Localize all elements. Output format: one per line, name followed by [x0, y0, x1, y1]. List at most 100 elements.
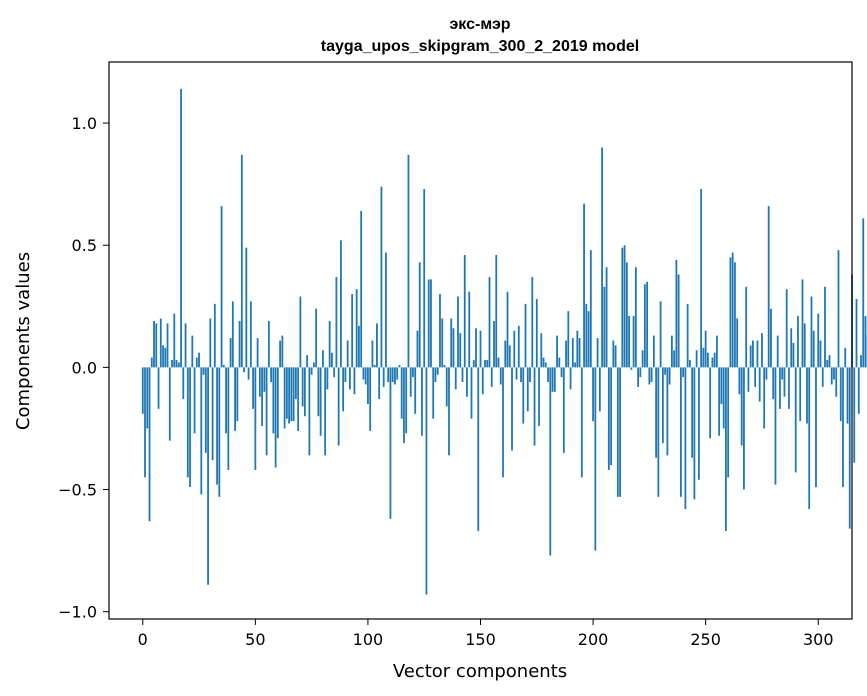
- bar-147: [472, 360, 475, 368]
- bar-198: [587, 311, 590, 368]
- bar-82: [326, 367, 329, 390]
- bar-97: [360, 211, 363, 368]
- bar-279: [770, 308, 772, 368]
- bar-277: [765, 367, 768, 380]
- bar-27: [202, 367, 205, 375]
- bar-311: [842, 367, 844, 488]
- bar-140: [457, 296, 459, 368]
- bar-212: [619, 367, 621, 497]
- bar-52: [258, 367, 261, 397]
- bar-165: [513, 330, 516, 368]
- bar-74: [308, 367, 311, 456]
- bar-40: [231, 301, 234, 368]
- bar-207: [607, 367, 610, 470]
- bar-162: [506, 291, 509, 368]
- bar-177: [540, 333, 543, 368]
- bar-137: [450, 318, 453, 368]
- bar-307: [833, 367, 835, 380]
- bar-268: [745, 286, 748, 368]
- bar-93: [351, 294, 354, 368]
- bar-158: [497, 357, 500, 368]
- bar-59: [274, 367, 277, 468]
- bar-182: [551, 367, 554, 392]
- bar-291: [797, 316, 799, 368]
- bar-37: [225, 367, 227, 434]
- bar-121: [414, 367, 417, 414]
- bar-259: [725, 367, 727, 532]
- bar-90: [344, 367, 347, 383]
- bar-24: [195, 357, 198, 368]
- y-axis-ticks: −1.0 −0.5 0.0 0.5 1.0: [58, 114, 109, 622]
- bar-175: [535, 298, 538, 368]
- y-axis-label: Components values: [13, 252, 34, 430]
- bar-136: [448, 367, 450, 456]
- bar-232: [664, 367, 667, 375]
- bar-321: [864, 316, 867, 368]
- bar-131: [436, 367, 439, 375]
- bar-217: [630, 367, 633, 370]
- bar-38: [227, 367, 230, 470]
- bar-113: [396, 367, 399, 380]
- bar-250: [704, 330, 707, 368]
- bar-176: [538, 367, 540, 426]
- bar-99: [364, 367, 367, 385]
- bar-215: [625, 262, 628, 368]
- bar-278: [767, 206, 770, 368]
- bar-272: [754, 367, 757, 387]
- bar-181: [549, 367, 552, 556]
- bar-70: [299, 296, 302, 368]
- bar-145: [468, 291, 471, 368]
- bar-287: [788, 367, 790, 409]
- bar-107: [382, 367, 385, 387]
- bar-16: [177, 362, 180, 368]
- bar-228: [655, 367, 658, 458]
- bar-96: [358, 325, 360, 368]
- bar-44: [240, 154, 243, 368]
- bar-166: [515, 367, 518, 380]
- bar-213: [621, 247, 624, 368]
- bar-180: [547, 367, 549, 383]
- bar-266: [740, 367, 743, 446]
- bar-84: [331, 352, 333, 368]
- bar-3: [148, 367, 151, 522]
- bar-179: [544, 362, 547, 368]
- bar-14: [173, 313, 176, 368]
- bar-101: [369, 367, 372, 431]
- bar-106: [380, 186, 383, 368]
- y-tick-label: 0.5: [72, 236, 97, 255]
- bar-294: [803, 323, 806, 368]
- bar-167: [517, 325, 520, 368]
- bar-210: [614, 345, 617, 368]
- bar-295: [806, 367, 808, 424]
- bar-192: [574, 362, 576, 368]
- bar-75: [310, 367, 313, 375]
- bar-184: [556, 335, 558, 368]
- bar-151: [481, 367, 484, 395]
- bar-120: [412, 367, 414, 378]
- bar-286: [785, 289, 788, 368]
- bar-139: [454, 367, 457, 390]
- bar-114: [398, 364, 401, 368]
- bar-115: [400, 367, 403, 419]
- bar-47: [247, 367, 250, 380]
- bar-20: [186, 367, 189, 478]
- bar-174: [533, 367, 536, 446]
- x-tick-label: 250: [690, 630, 721, 649]
- x-tick-label: 150: [465, 630, 496, 649]
- bar-6: [155, 323, 158, 368]
- bar-39: [229, 338, 232, 368]
- bar-132: [439, 294, 441, 368]
- chart-title: экс-мэр: [449, 16, 510, 33]
- bar-89: [342, 367, 345, 412]
- y-tick-label: −1.0: [58, 603, 97, 622]
- bar-2: [146, 367, 149, 429]
- bar-118: [407, 154, 410, 368]
- bar-178: [542, 357, 545, 368]
- bar-67: [292, 367, 295, 422]
- bar-306: [830, 367, 833, 385]
- bar-240: [682, 367, 685, 378]
- x-tick-label: 50: [245, 630, 265, 649]
- bar-200: [592, 367, 594, 422]
- bar-57: [270, 367, 273, 383]
